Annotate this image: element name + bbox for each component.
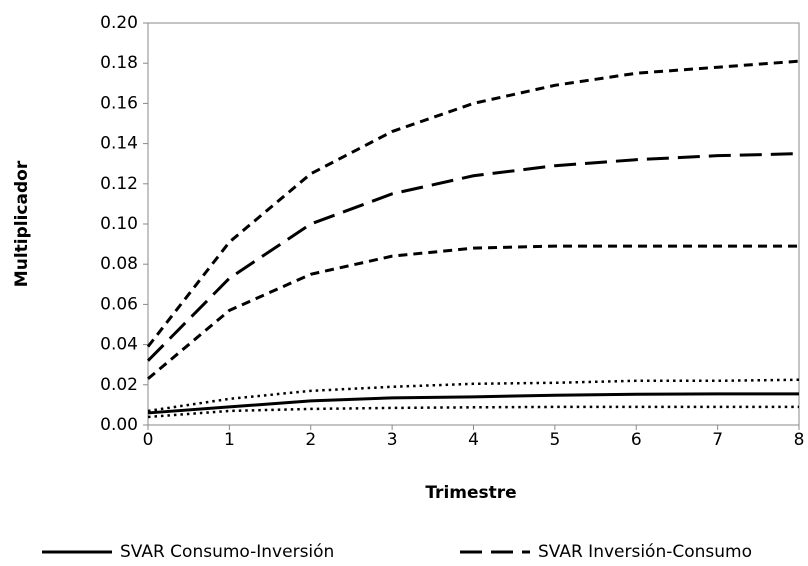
x-tick-label: 4 <box>468 430 479 450</box>
y-tick-label: 0.14 <box>100 134 138 154</box>
series-line <box>147 405 799 419</box>
series-line <box>146 59 800 348</box>
series-line <box>147 392 799 415</box>
x-tick-label: 6 <box>631 430 642 450</box>
x-tick-label: 5 <box>549 430 560 450</box>
y-tick-label: 0.10 <box>100 214 138 234</box>
y-tick-label: 0.02 <box>100 375 138 395</box>
y-tick-label: 0.18 <box>100 53 138 73</box>
legend-label: SVAR Inversión-Consumo <box>538 542 752 562</box>
series-line <box>147 378 800 413</box>
y-tick-label: 0.20 <box>100 13 138 33</box>
y-tick-label: 0.00 <box>100 415 138 435</box>
plot-frame <box>147 22 800 426</box>
y-tick-label: 0.04 <box>100 335 138 355</box>
y-axis-label: Multiplicador <box>12 160 32 287</box>
x-tick-label: 3 <box>387 430 398 450</box>
x-axis-label: Trimestre <box>425 483 516 503</box>
series-line <box>146 152 800 362</box>
x-tick-label: 0 <box>143 430 154 450</box>
x-tick-label: 2 <box>305 430 316 450</box>
series-line <box>147 244 799 380</box>
y-tick-label: 0.08 <box>100 254 138 274</box>
x-tick-label: 1 <box>224 430 235 450</box>
x-tick-label: 7 <box>712 430 723 450</box>
y-tick-label: 0.16 <box>100 93 138 113</box>
y-tick-label: 0.06 <box>100 294 138 314</box>
x-tick-label: 8 <box>794 430 805 450</box>
legend-label: SVAR Consumo-Inversión <box>120 542 334 562</box>
y-tick-label: 0.12 <box>100 174 138 194</box>
